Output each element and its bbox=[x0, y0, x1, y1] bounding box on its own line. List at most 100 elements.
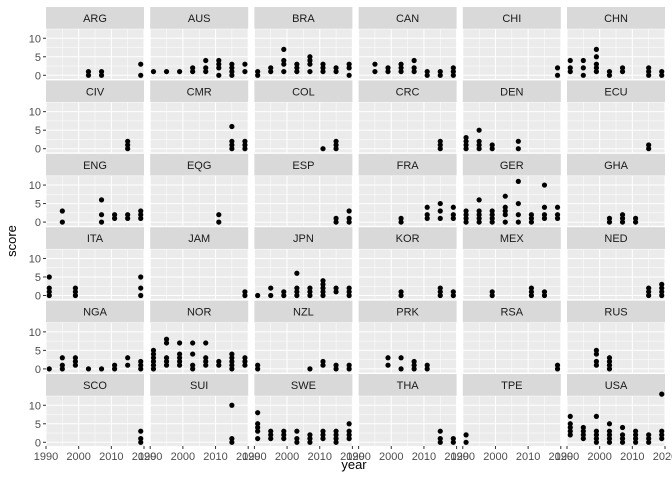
data-point bbox=[72, 358, 78, 365]
data-point bbox=[411, 57, 417, 64]
data-point bbox=[125, 215, 131, 221]
data-point bbox=[138, 435, 144, 442]
data-point bbox=[255, 72, 261, 78]
facet-strip bbox=[358, 300, 457, 323]
data-point bbox=[242, 142, 248, 148]
data-point bbox=[580, 57, 586, 64]
data-point bbox=[346, 215, 352, 221]
x-tick-label: 1990 bbox=[34, 451, 58, 463]
facet-strip bbox=[462, 7, 561, 29]
data-point bbox=[163, 336, 170, 342]
data-point bbox=[229, 351, 235, 357]
data-point bbox=[593, 432, 600, 438]
y-tick-label: 10 bbox=[29, 33, 41, 45]
facet-panel-arg: ARG bbox=[45, 7, 145, 79]
data-point bbox=[659, 292, 665, 299]
data-point bbox=[580, 424, 586, 431]
data-point bbox=[463, 432, 469, 438]
data-point bbox=[281, 46, 287, 52]
data-point bbox=[580, 435, 586, 442]
x-tick-label: 2000 bbox=[275, 451, 299, 463]
data-point bbox=[398, 215, 404, 221]
data-point bbox=[567, 421, 573, 427]
data-point bbox=[333, 142, 339, 148]
data-point bbox=[619, 215, 626, 221]
facet-strip bbox=[150, 227, 249, 250]
data-point bbox=[619, 219, 626, 225]
y-tick-label: 0 bbox=[35, 217, 41, 229]
data-point bbox=[294, 270, 300, 276]
data-point bbox=[98, 212, 105, 218]
x-tick-label: 2020 bbox=[549, 451, 573, 463]
data-point bbox=[138, 72, 144, 78]
data-point bbox=[411, 366, 417, 372]
data-point bbox=[476, 197, 482, 203]
y-tick-label: 10 bbox=[29, 327, 41, 339]
data-point bbox=[46, 285, 52, 291]
x-tick-label: 1990 bbox=[242, 451, 266, 463]
x-tick-label: 2010 bbox=[99, 451, 123, 463]
data-point bbox=[619, 424, 626, 431]
facet-strip-label: CHI bbox=[502, 13, 521, 25]
data-point bbox=[216, 358, 222, 365]
data-point bbox=[476, 142, 482, 148]
data-point bbox=[294, 61, 300, 67]
data-point bbox=[190, 340, 196, 346]
data-point bbox=[606, 358, 613, 365]
facet-strip bbox=[150, 374, 249, 396]
facet-strip bbox=[254, 227, 353, 250]
facet-panel-eng: ENG bbox=[45, 153, 145, 226]
data-point bbox=[593, 68, 600, 75]
facet-strip bbox=[358, 227, 457, 250]
data-point bbox=[138, 208, 144, 214]
data-point bbox=[320, 278, 326, 284]
data-point bbox=[294, 289, 300, 295]
data-point bbox=[554, 72, 561, 78]
data-point bbox=[659, 285, 665, 291]
data-point bbox=[125, 138, 131, 144]
data-point bbox=[515, 178, 521, 184]
data-point bbox=[333, 289, 339, 295]
data-point bbox=[437, 208, 443, 214]
facet-panel-nga: NGA bbox=[45, 300, 145, 373]
data-point bbox=[190, 351, 196, 357]
data-point bbox=[320, 61, 326, 67]
facet-strip bbox=[567, 153, 665, 176]
facet-panel-mex: MEX bbox=[462, 227, 562, 300]
data-point bbox=[242, 138, 248, 144]
data-point bbox=[150, 347, 157, 353]
facet-panel-ned: NED bbox=[566, 227, 666, 300]
data-point bbox=[437, 215, 443, 221]
data-point bbox=[294, 65, 300, 71]
data-point bbox=[268, 432, 274, 438]
data-point bbox=[450, 435, 456, 442]
data-point bbox=[98, 72, 105, 78]
data-point bbox=[633, 428, 639, 434]
data-point bbox=[346, 208, 352, 214]
data-point bbox=[333, 68, 339, 75]
data-point bbox=[593, 435, 600, 442]
data-point bbox=[150, 351, 157, 357]
y-tick-label: 10 bbox=[29, 180, 41, 192]
data-point bbox=[450, 289, 456, 295]
data-point bbox=[437, 68, 443, 75]
facet-strip bbox=[254, 7, 353, 29]
facet-panel-esp: ESP bbox=[253, 153, 353, 226]
data-point bbox=[163, 362, 170, 368]
data-point bbox=[437, 292, 443, 299]
facet-panel-nor: NOR bbox=[149, 300, 249, 373]
data-point bbox=[646, 435, 652, 442]
facet-panel-chn: CHN bbox=[566, 7, 666, 79]
data-point bbox=[268, 68, 274, 75]
data-point bbox=[541, 212, 548, 218]
data-point bbox=[333, 138, 339, 144]
facet-strip-label: COL bbox=[292, 86, 315, 98]
data-point bbox=[346, 421, 352, 427]
data-point bbox=[515, 212, 521, 218]
data-point bbox=[177, 351, 183, 357]
data-point bbox=[567, 68, 573, 75]
data-point bbox=[59, 208, 65, 214]
data-point bbox=[489, 212, 495, 218]
data-point bbox=[385, 65, 391, 71]
data-point bbox=[450, 292, 456, 299]
